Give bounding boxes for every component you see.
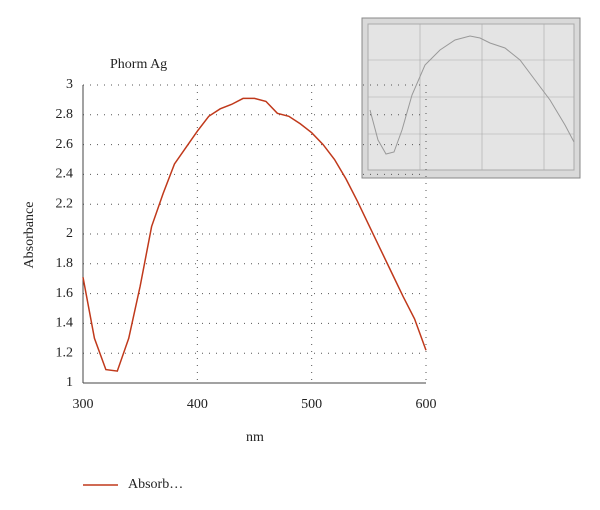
- y-tick-label: 2.2: [56, 196, 74, 211]
- x-tick-label: 300: [73, 397, 94, 412]
- y-tick-label: 2: [66, 226, 73, 241]
- y-tick-label: 3: [66, 77, 73, 92]
- y-tick-label: 2.6: [56, 137, 74, 152]
- x-tick-label: 600: [416, 397, 437, 412]
- x-tick-label: 500: [301, 397, 322, 412]
- inset-image: [361, 17, 581, 179]
- data-line: [82, 97, 427, 372]
- chart-title: Phorm Ag: [110, 57, 167, 72]
- y-axis-label: Absorbance: [22, 202, 37, 269]
- y-tick-label: 1.2: [56, 345, 74, 360]
- y-tick-label: 1.8: [56, 256, 74, 271]
- y-tick-label: 1: [66, 375, 73, 390]
- y-tick-label: 2.8: [56, 107, 74, 122]
- x-tick-label: 400: [187, 397, 208, 412]
- x-axis-label: nm: [246, 430, 264, 445]
- y-tick-label: 1.6: [56, 286, 74, 301]
- y-tick-label: 2.4: [56, 167, 74, 182]
- legend-label: Absorb…: [128, 477, 183, 492]
- y-tick-label: 1.4: [56, 316, 74, 331]
